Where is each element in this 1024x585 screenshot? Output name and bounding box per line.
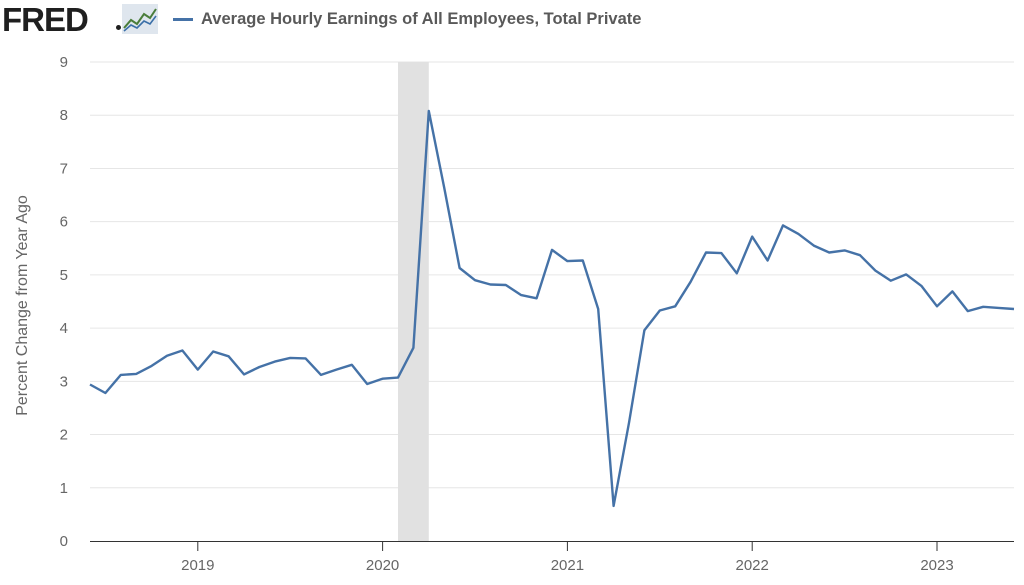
axes	[90, 541, 1014, 551]
y-tick-label-4: 4	[60, 320, 68, 337]
fred-line-chart-icon	[122, 4, 158, 34]
grid-lines	[90, 61, 1014, 489]
legend-series-label: Average Hourly Earnings of All Employees…	[201, 9, 642, 28]
logo-chart-line-green	[123, 8, 157, 29]
x-tick-label-2021: 2021	[551, 557, 584, 574]
x-tick-label-2023: 2023	[920, 557, 953, 574]
logo-chart-line-blue	[123, 15, 157, 32]
recession-shading	[398, 62, 429, 541]
x-tick-label-2022: 2022	[736, 557, 769, 574]
y-tick-label-2: 2	[60, 427, 68, 444]
chart-legend: Average Hourly Earnings of All Employees…	[173, 8, 641, 30]
series-line-0[interactable]	[89, 109, 1015, 508]
y-tick-label-5: 5	[60, 267, 68, 284]
x-tick-label-2020: 2020	[366, 557, 399, 574]
y-tick-labels: 0 1 2 3 4 5 6 7 8 9	[60, 54, 68, 550]
y-tick-label-7: 7	[60, 160, 68, 177]
y-tick-label-3: 3	[60, 373, 68, 390]
y-tick-label-1: 1	[60, 480, 68, 497]
y-tick-label-0: 0	[60, 533, 68, 550]
y-tick-label-6: 6	[60, 214, 68, 231]
y-tick-label-9: 9	[60, 54, 68, 71]
legend-swatch	[173, 17, 193, 21]
x-tick-labels: 2019 2020 2021 2022 2023	[181, 557, 954, 574]
fred-logo-dot	[116, 25, 121, 30]
y-tick-label-8: 8	[60, 107, 68, 124]
series-line-layer	[89, 109, 1015, 508]
chart-header: FRED Average Hourly Earnings of All Empl…	[0, 0, 1024, 40]
x-tick-label-2019: 2019	[181, 557, 214, 574]
fred-logo[interactable]: FRED	[2, 1, 89, 38]
y-axis-title: Percent Change from Year Ago	[14, 195, 31, 416]
recession-band	[398, 62, 429, 541]
